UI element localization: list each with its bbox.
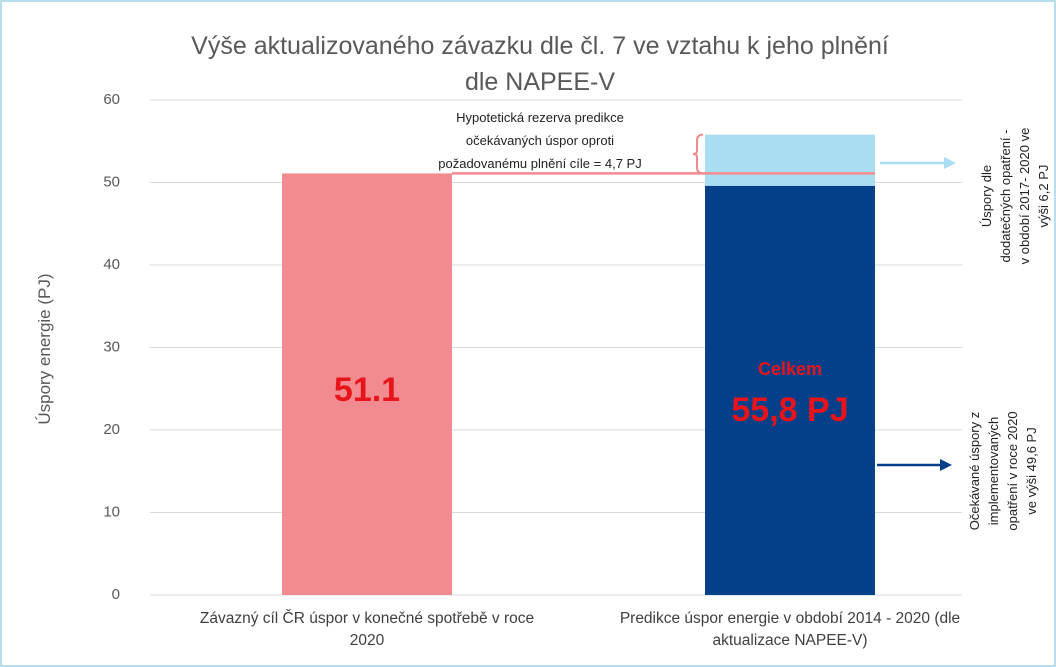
bar [705,134,875,186]
chart-title: Výše aktualizovaného závazku dle čl. 7 v… [191,32,889,96]
annotation: Hypotetická rezerva predikce očekávaných… [438,110,642,171]
y-axis-label: Úspory energie (PJ) [34,273,54,425]
annotation: Celkem [758,359,822,379]
y-tick-label: 30 [103,338,120,355]
side-note: Úspory dle dodatečných opatření - v obdo… [979,127,1051,265]
y-tick-label: 40 [103,256,120,273]
arrow-head [944,157,956,169]
brace [692,133,704,175]
y-tick-label: 50 [103,173,120,190]
bar [282,173,452,596]
annotation: 55,8 PJ [731,391,848,429]
arrow-head [940,459,952,471]
y-tick-label: 60 [103,91,120,108]
bar [705,185,875,596]
x-tick-label: Závazný cíl ČR úspor v konečné spotřebě … [199,610,535,649]
x-tick-label: Predikce úspor energie v období 2014 - 2… [619,610,961,649]
y-tick-label: 10 [103,503,120,520]
side-note: Očekávané úspory z implementovaných opat… [967,411,1039,531]
data-label: 51.1 [334,371,400,409]
y-tick-label: 0 [112,586,120,603]
y-tick-label: 20 [103,421,120,438]
